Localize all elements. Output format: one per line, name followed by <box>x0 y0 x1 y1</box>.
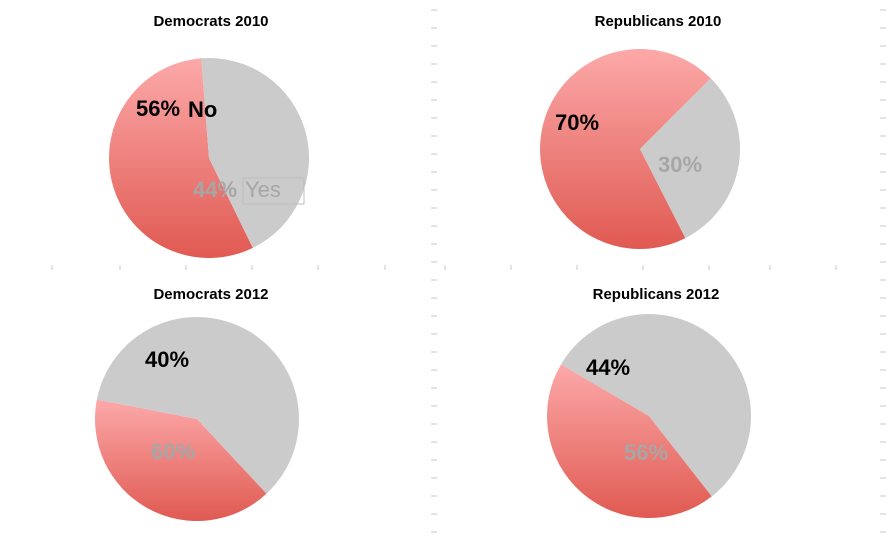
pie-slice-yes <box>201 57 310 248</box>
pie-slice-no <box>94 399 267 522</box>
pie-slice-no <box>546 364 712 519</box>
pie-panel-republicans-2010: Republicans 2010 70% 30% <box>539 13 740 250</box>
pie-democrats-2010 <box>109 57 310 258</box>
pie-democrats-2012 <box>94 317 299 522</box>
slice-label-no: 56% <box>136 96 180 121</box>
worksheet-tick-marks <box>51 9 886 533</box>
panel-title: Republicans 2010 <box>595 13 722 30</box>
slice-label-no: 44% <box>586 355 630 380</box>
series-label-frame <box>242 177 305 205</box>
slice-label-yes: 60% <box>151 439 195 464</box>
pie-republicans-2010 <box>539 49 740 250</box>
slice-label-yes: 56% <box>624 440 668 465</box>
pie-panel-democrats-2012: Democrats 2012 40% 60% <box>94 286 299 522</box>
slice-label-no: 70% <box>555 110 599 135</box>
pie-slice-yes <box>561 314 751 497</box>
series-label-yes: Yes <box>245 177 281 202</box>
slice-label-yes: 44% <box>193 177 237 202</box>
pie-slice-no <box>109 58 253 258</box>
pie-panel-republicans-2012: Republicans 2012 44% 56% <box>546 286 751 519</box>
pie-slice-yes <box>640 78 740 239</box>
pie-slice-no <box>539 49 711 250</box>
pie-slice-yes <box>96 317 299 494</box>
panel-title: Republicans 2012 <box>593 286 720 303</box>
panel-title: Democrats 2012 <box>153 286 268 303</box>
slice-label-no: 40% <box>145 347 189 372</box>
pie-republicans-2012 <box>546 314 751 519</box>
pie-panel-democrats-2010: Democrats 2010 56% No 44% Yes <box>109 13 310 258</box>
series-label-no: No <box>188 97 217 122</box>
panel-title: Democrats 2010 <box>153 13 268 30</box>
slice-label-yes: 30% <box>658 152 702 177</box>
